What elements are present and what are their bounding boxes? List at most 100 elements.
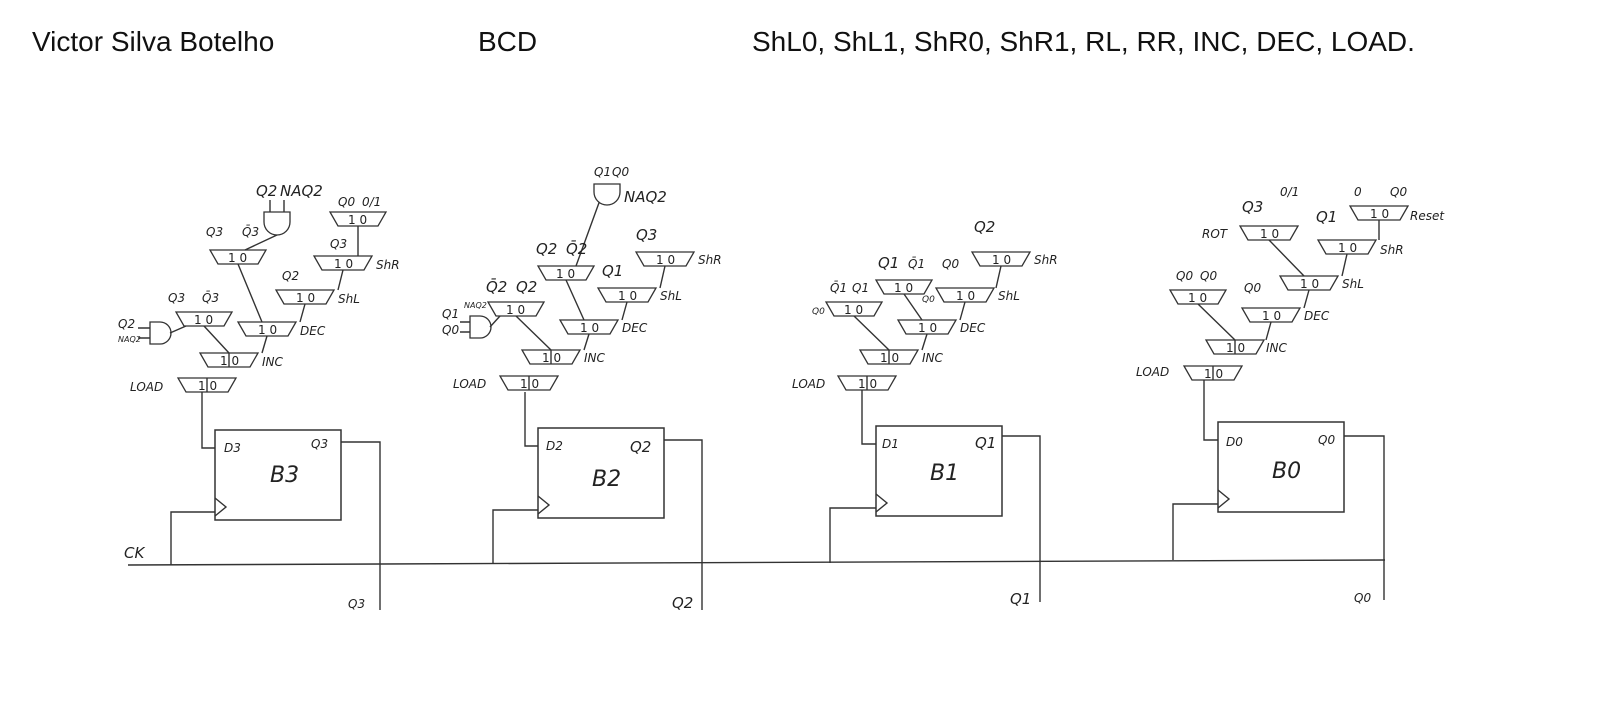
and-gate-wires-b3-dec bbox=[244, 200, 285, 251]
clock-wire-b1 bbox=[829, 507, 876, 563]
mux-shr-b1 bbox=[970, 251, 1032, 267]
d-pin-b0: D0 bbox=[1226, 435, 1243, 449]
input-label-b3-5: Q̄3 bbox=[242, 225, 259, 239]
mux-shl-b0 bbox=[1278, 275, 1340, 291]
mux-label-inc-b1: INC bbox=[922, 351, 944, 365]
mux-inc-in-b1 bbox=[824, 301, 884, 317]
d-pin-b1: D1 bbox=[882, 437, 899, 451]
mux-label-dec-b1: DEC bbox=[960, 321, 986, 335]
input-label-b3-8: Q2 bbox=[282, 269, 299, 283]
mux-label-inc-b2: INC bbox=[584, 351, 606, 365]
mux-shr-in-b3-inputs: 1 0 bbox=[348, 213, 367, 227]
q-pin-b1: Q1 bbox=[975, 434, 996, 452]
mux-wires-b2 bbox=[515, 199, 666, 390]
block-b3: D3 Q3 B3 Q3 1 0 LOAD 1 0 INC 1 0 DEC 1 0… bbox=[118, 182, 400, 611]
block-b2: D2 Q2 B2 Q2 1 0 LOAD 1 0 INC 1 0 DEC 1 0… bbox=[442, 165, 722, 612]
mux-dec-in-b2-inputs: 1 0 bbox=[556, 267, 575, 281]
and-gate-b3-inc bbox=[149, 321, 172, 345]
input-label-b3-11: 0/1 bbox=[362, 195, 381, 209]
clock-triangle-b3 bbox=[214, 497, 228, 517]
block-b1: D1 Q1 B1 Q1 1 0 LOAD 1 0 INC 1 0 DEC 1 0… bbox=[792, 218, 1058, 608]
output-label-b2: Q2 bbox=[672, 594, 693, 612]
and-gate-b2-dec bbox=[593, 183, 621, 206]
mux-dec-b3 bbox=[236, 321, 298, 337]
clock-wire-b0 bbox=[1172, 503, 1218, 560]
mux-label-reset-b0: Reset bbox=[1410, 209, 1445, 223]
and-gate-b3-dec bbox=[263, 211, 291, 236]
input-label-b1-6: Q0 bbox=[922, 295, 935, 305]
input-label-b3-10: Q0 bbox=[338, 195, 355, 209]
mux-reset-b0 bbox=[1348, 205, 1410, 221]
mux-shl-b3-inputs: 1 0 bbox=[296, 291, 315, 305]
mux-label-load-b1: LOAD bbox=[792, 377, 825, 391]
mux-shr-b3-inputs: 1 0 bbox=[334, 257, 353, 271]
mux-shl-b3 bbox=[274, 289, 336, 305]
input-label-b3-3: Q̄3 bbox=[202, 291, 219, 305]
q-pin-b2: Q2 bbox=[630, 438, 651, 456]
clock-label: CK bbox=[124, 544, 145, 562]
input-label-b2-10: NAQ2 bbox=[624, 188, 667, 206]
clock-wire-b3 bbox=[170, 511, 215, 565]
d-pin-b2: D2 bbox=[546, 439, 563, 453]
mux-shr-in-b3 bbox=[328, 211, 388, 227]
input-label-b1-7: Q2 bbox=[974, 218, 995, 236]
d-input-wire-b2 bbox=[524, 392, 538, 447]
mux-shr-b1-inputs: 1 0 bbox=[992, 253, 1011, 267]
mux-label-load-b2: LOAD bbox=[453, 377, 486, 391]
input-label-b2-3: Q̄2 bbox=[486, 277, 507, 296]
mux-shr-b2 bbox=[634, 251, 696, 267]
input-label-b0-5: Q1 bbox=[1316, 208, 1337, 226]
mux-rot-b0 bbox=[1238, 225, 1300, 241]
mux-dec-in-b1 bbox=[874, 279, 934, 295]
input-label-b2-11: Q3 bbox=[636, 226, 657, 244]
input-label-b1-3: Q1 bbox=[878, 254, 899, 272]
d-input-wire-b3 bbox=[201, 392, 215, 449]
mux-dec-b3-inputs: 1 0 bbox=[258, 323, 277, 337]
mux-shr-b0-inputs: 1 0 bbox=[1338, 241, 1357, 255]
block-name-b0: B0 bbox=[1272, 459, 1301, 484]
input-label-b3-9: Q3 bbox=[330, 237, 347, 251]
mux-shl-b1-inputs: 1 0 bbox=[956, 289, 975, 303]
mux-dec-in-b3 bbox=[208, 249, 268, 265]
q-output-wire-b0 bbox=[1344, 435, 1385, 600]
operations-list: ShL0, ShL1, ShR0, ShR1, RL, RR, INC, DEC… bbox=[752, 26, 1415, 57]
mux-label-shl-b3: ShL bbox=[338, 292, 360, 306]
input-label-b3-4: Q3 bbox=[206, 225, 223, 239]
mux-label-shl-b1: ShL bbox=[998, 289, 1020, 303]
q-pin-b0: Q0 bbox=[1318, 433, 1335, 447]
input-label-b2-9: Q0 bbox=[612, 165, 629, 179]
input-label-b1-0: Q̄1 bbox=[830, 281, 847, 295]
mux-dec-b2 bbox=[558, 319, 620, 335]
code-type: BCD bbox=[478, 26, 538, 57]
clock-triangle-b1 bbox=[875, 493, 889, 513]
input-label-b0-2: Q0 bbox=[1244, 281, 1261, 295]
input-label-b3-2: Q3 bbox=[168, 291, 185, 305]
mux-label-shr-b3: ShR bbox=[376, 258, 400, 272]
input-label-b0-3: Q3 bbox=[1242, 198, 1263, 216]
mux-wires-b0 bbox=[1197, 220, 1380, 380]
mux-wires-b1 bbox=[853, 265, 1002, 390]
flipflop-b0 bbox=[1217, 421, 1345, 513]
mux-shl-b2-inputs: 1 0 bbox=[618, 289, 637, 303]
mux-inc-in-b1-inputs: 1 0 bbox=[844, 303, 863, 317]
input-label-b1-5: Q0 bbox=[942, 257, 959, 271]
mux-label-dec-b0: DEC bbox=[1304, 309, 1330, 323]
mux-shl-b1 bbox=[934, 287, 996, 303]
input-label-b3-6: Q2 bbox=[256, 182, 277, 200]
mux-label-shl-b2: ShL bbox=[660, 289, 682, 303]
block-name-b3: B3 bbox=[270, 463, 299, 488]
input-label-b2-0: Q1 bbox=[442, 307, 459, 321]
mux-label-load-b3: LOAD bbox=[130, 380, 163, 394]
mux-shl-b0-inputs: 1 0 bbox=[1300, 277, 1319, 291]
clock-triangle-b0 bbox=[1217, 489, 1231, 509]
q-output-wire-b3 bbox=[341, 441, 381, 610]
mux-rot-b0-inputs: 1 0 bbox=[1260, 227, 1279, 241]
mux-inc-in-b0 bbox=[1168, 289, 1228, 305]
input-label-b3-0: Q2 bbox=[118, 317, 135, 331]
q-pin-b3: Q3 bbox=[311, 437, 328, 451]
q-output-wire-b2 bbox=[664, 439, 703, 610]
input-label-b0-1: Q0 bbox=[1200, 269, 1217, 283]
output-label-b0: Q0 bbox=[1354, 591, 1371, 605]
mux-label-inc-b3: INC bbox=[262, 355, 284, 369]
